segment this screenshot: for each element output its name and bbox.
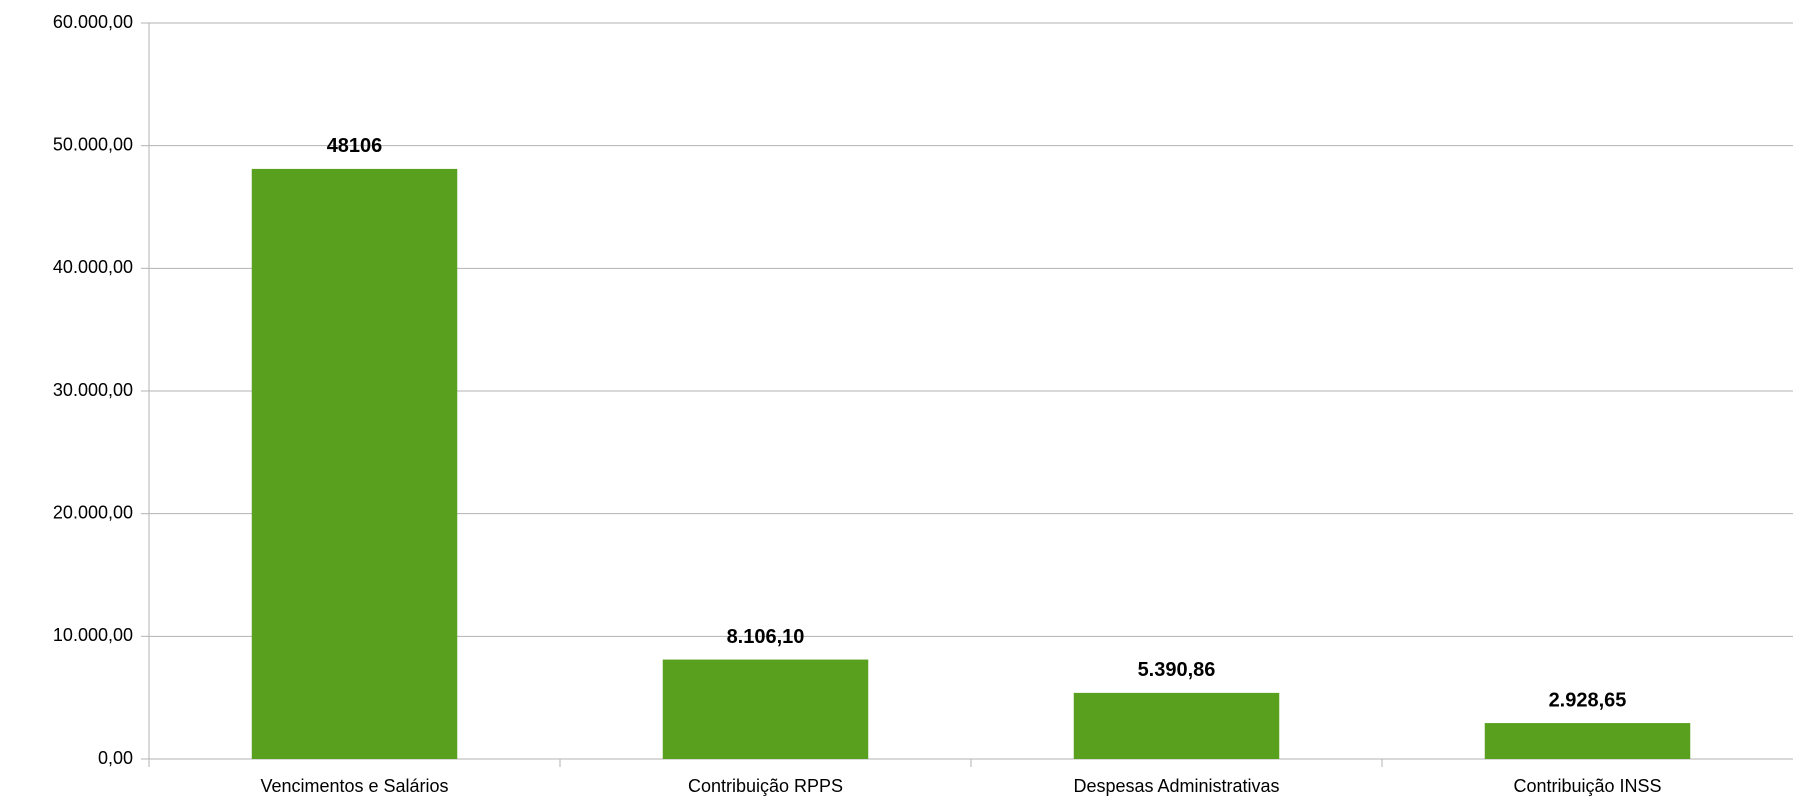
- y-tick-label: 40.000,00: [53, 257, 133, 277]
- bar: [1484, 723, 1691, 759]
- value-label: 8.106,10: [727, 626, 805, 648]
- x-tick-label: Contribuição INSS: [1513, 776, 1661, 796]
- y-tick-label: 50.000,00: [53, 134, 133, 154]
- y-tick-label: 30.000,00: [53, 380, 133, 400]
- bar: [251, 168, 458, 760]
- y-tick-label: 60.000,00: [53, 12, 133, 32]
- bar: [1073, 692, 1280, 759]
- y-tick-label: 0,00: [98, 748, 133, 768]
- x-tick-label: Contribuição RPPS: [688, 776, 843, 796]
- y-tick-label: 10.000,00: [53, 625, 133, 645]
- value-label: 5.390,86: [1138, 659, 1216, 681]
- x-tick-label: Vencimentos e Salários: [260, 776, 448, 796]
- bar: [662, 659, 869, 759]
- value-label: 48106: [327, 135, 383, 157]
- value-label: 2.928,65: [1549, 689, 1627, 711]
- x-tick-label: Despesas Administrativas: [1073, 776, 1279, 796]
- y-tick-label: 20.000,00: [53, 502, 133, 522]
